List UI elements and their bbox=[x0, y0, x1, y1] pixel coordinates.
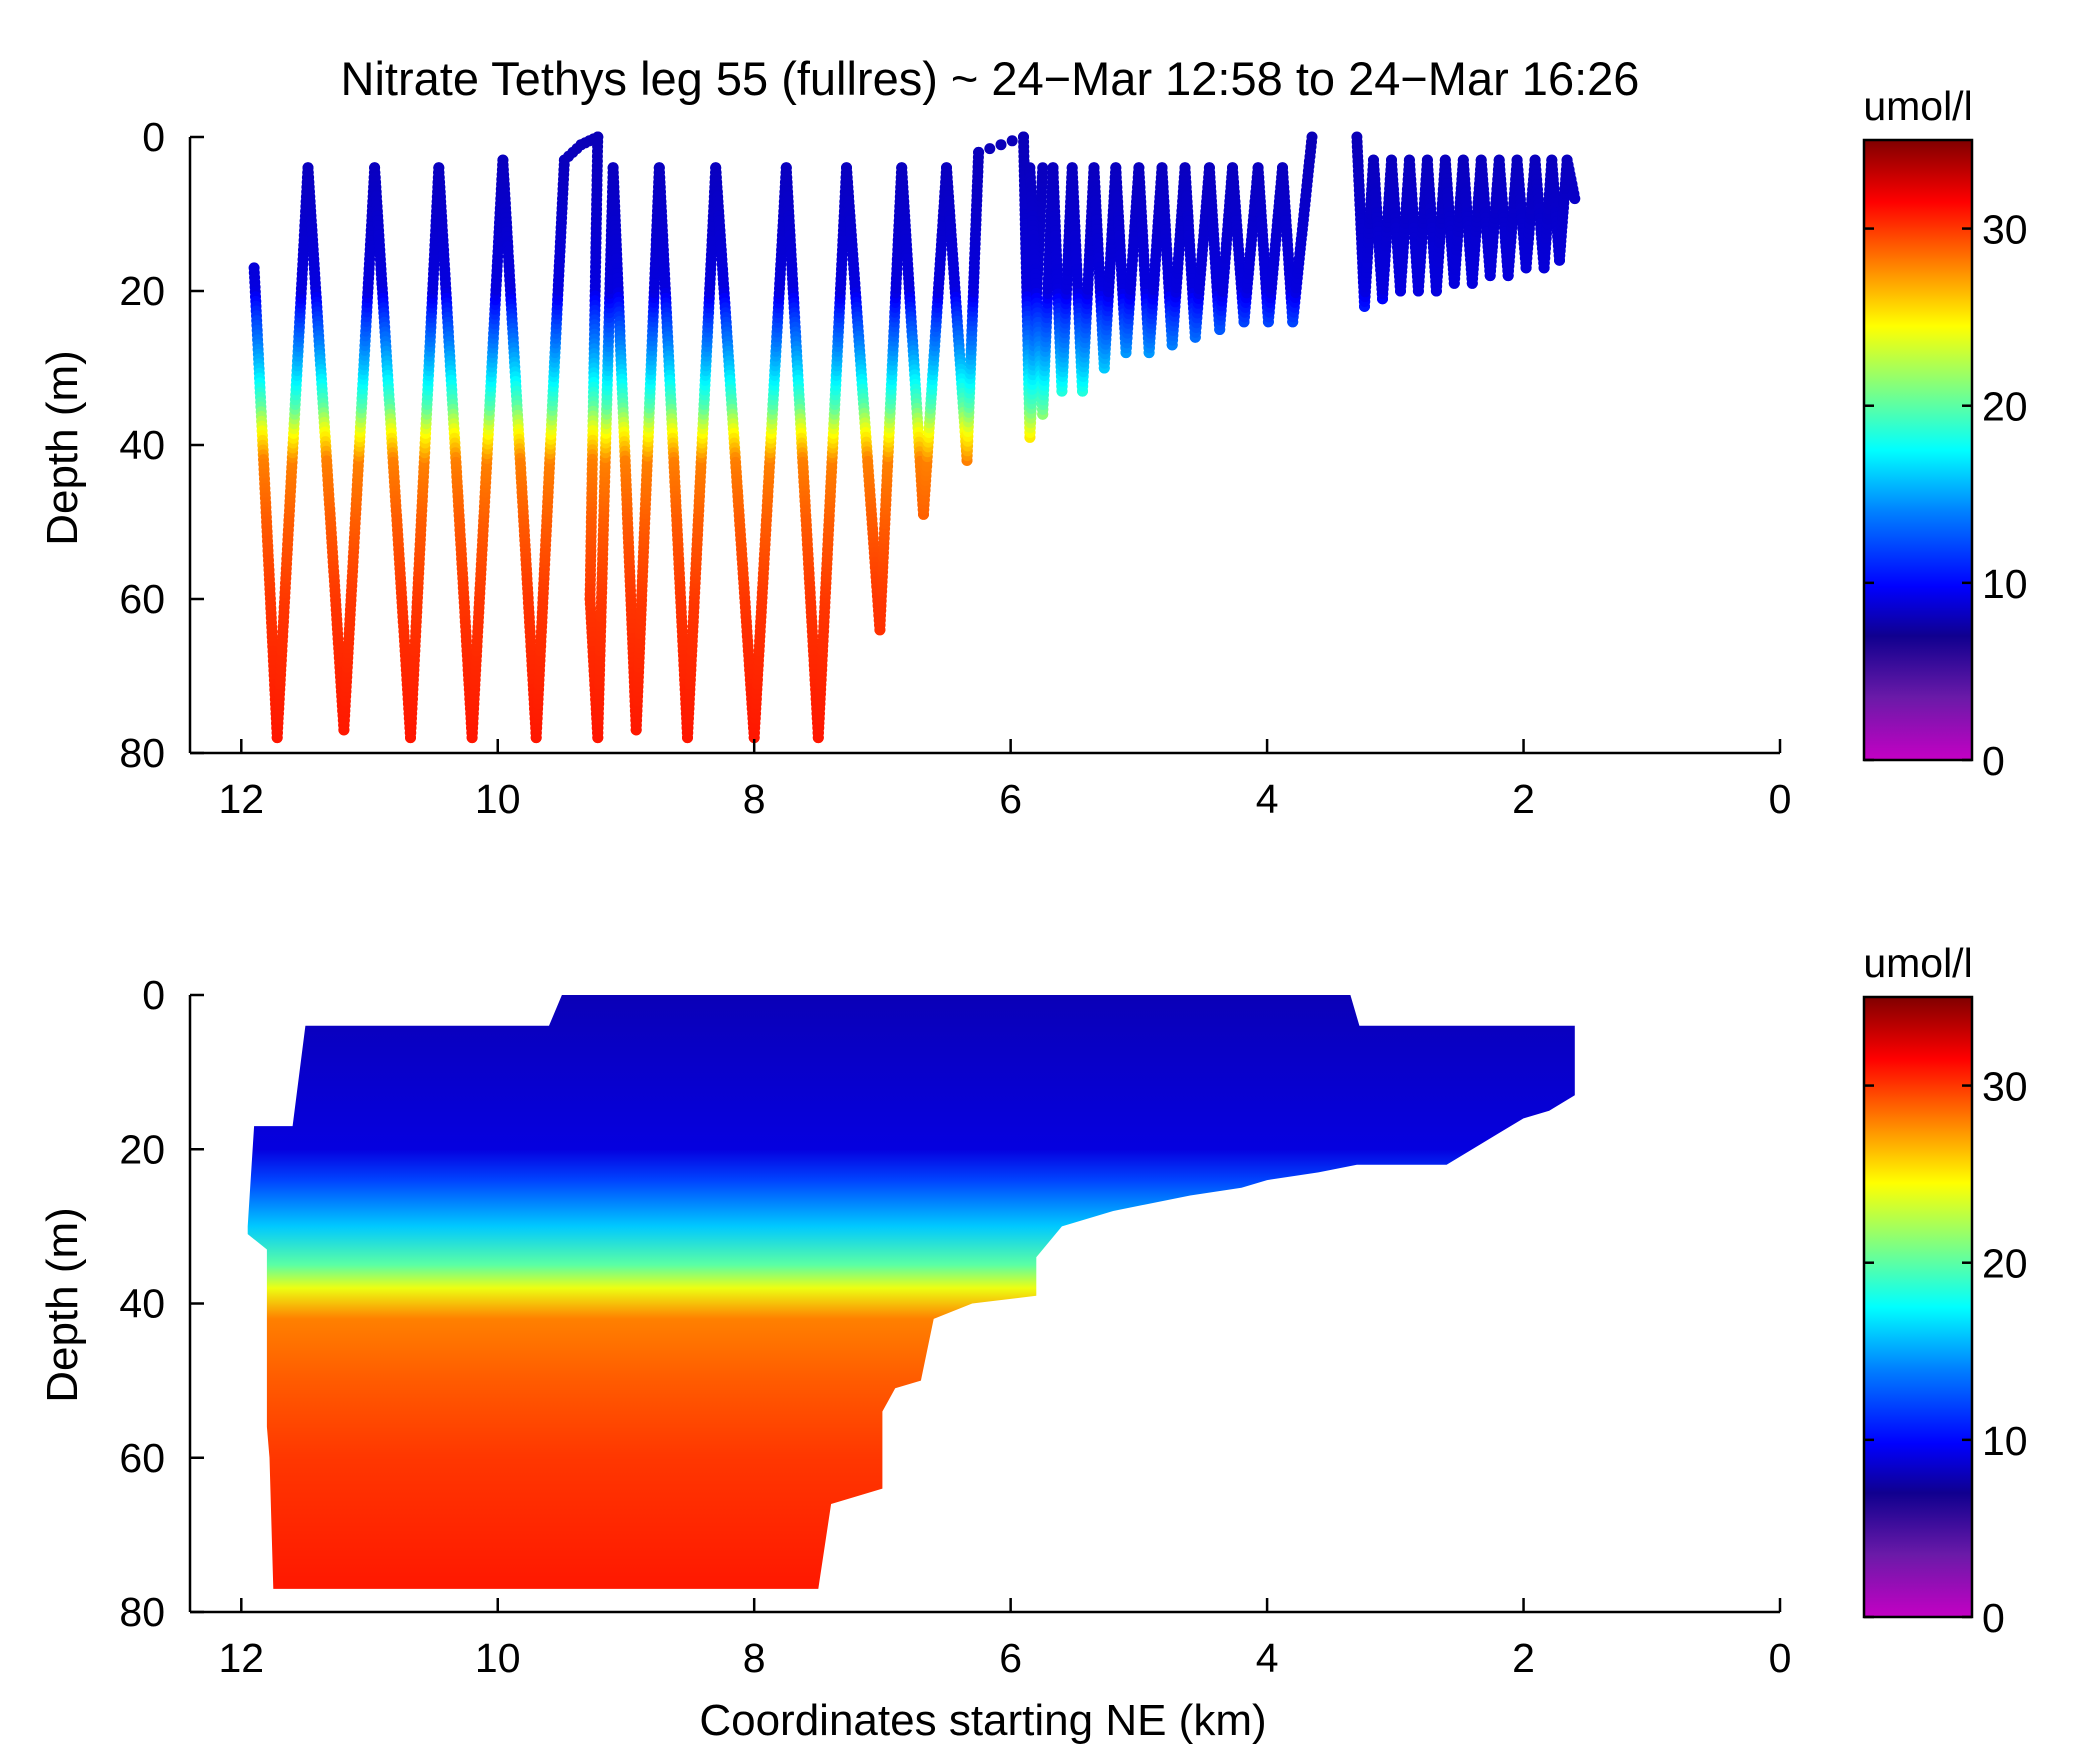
top-colorbar-tick-label: 30 bbox=[1982, 207, 2028, 253]
top-y-tick-label: 60 bbox=[119, 576, 165, 622]
top-y-tick-label: 80 bbox=[119, 730, 165, 776]
top-x-tick-label: 2 bbox=[1512, 776, 1535, 822]
top-x-tick-label: 4 bbox=[1256, 776, 1279, 822]
bottom-colorbar: 0 10 20 30 umol/l bbox=[1862, 940, 2028, 1641]
top-x-tick-label: 12 bbox=[218, 776, 264, 822]
top-x-tick-label: 6 bbox=[999, 776, 1022, 822]
top-panel: Nitrate Tethys leg 55 (fullres) ~ 24−Mar… bbox=[38, 52, 2028, 822]
top-colorbar-label: umol/l bbox=[1863, 83, 1972, 129]
bottom-x-tick-label: 10 bbox=[475, 1635, 521, 1681]
bottom-y-tick-label: 60 bbox=[119, 1435, 165, 1481]
bottom-x-tick-label: 8 bbox=[743, 1635, 766, 1681]
data-point bbox=[1306, 131, 1318, 143]
bottom-x-tick-label: 6 bbox=[999, 1635, 1022, 1681]
bottom-y-tick-label: 20 bbox=[119, 1126, 165, 1172]
bottom-colorbar-tick-label: 0 bbox=[1982, 1595, 2005, 1641]
data-point bbox=[995, 139, 1007, 151]
top-colorbar-tick-label: 0 bbox=[1982, 738, 2005, 784]
bottom-y-tick-label: 80 bbox=[119, 1589, 165, 1635]
top-y-tick-label: 40 bbox=[119, 422, 165, 468]
data-point bbox=[1006, 135, 1018, 147]
chart-title: Nitrate Tethys leg 55 (fullres) ~ 24−Mar… bbox=[341, 52, 1640, 105]
heatmap-field bbox=[247, 995, 1575, 1589]
top-x-tick-label: 8 bbox=[743, 776, 766, 822]
bottom-y-tick-label: 40 bbox=[119, 1281, 165, 1327]
data-point bbox=[1569, 193, 1581, 205]
bottom-heatmap bbox=[247, 995, 1575, 1589]
bottom-colorbar-label: umol/l bbox=[1863, 940, 1972, 986]
top-colorbar-tick-label: 20 bbox=[1982, 384, 2028, 430]
top-y-tick-label: 20 bbox=[119, 268, 165, 314]
data-point bbox=[973, 146, 985, 158]
top-y-axis-label: Depth (m) bbox=[38, 350, 87, 546]
top-colorbar-gradient bbox=[1862, 138, 1974, 762]
data-point bbox=[1037, 162, 1049, 174]
bottom-x-tick-label: 0 bbox=[1769, 1635, 1792, 1681]
x-axis-label: Coordinates starting NE (km) bbox=[699, 1696, 1266, 1745]
bottom-x-tick-label: 2 bbox=[1512, 1635, 1535, 1681]
top-colorbar: 0 10 20 30 umol/l bbox=[1862, 83, 2028, 784]
bottom-colorbar-tick-label: 20 bbox=[1982, 1241, 2028, 1287]
bottom-y-tick-label: 0 bbox=[142, 972, 165, 1018]
top-y-tick-label: 0 bbox=[142, 114, 165, 160]
data-point bbox=[984, 143, 996, 155]
bottom-colorbar-tick-label: 10 bbox=[1982, 1418, 2028, 1464]
top-x-tick-label: 0 bbox=[1769, 776, 1792, 822]
bottom-colorbar-tick-label: 30 bbox=[1982, 1064, 2028, 1110]
bottom-x-tick-label: 12 bbox=[218, 1635, 264, 1681]
top-colorbar-tick-label: 10 bbox=[1982, 561, 2028, 607]
top-x-tick-label: 10 bbox=[475, 776, 521, 822]
bottom-x-tick-label: 4 bbox=[1256, 1635, 1279, 1681]
bottom-y-axis-label: Depth (m) bbox=[38, 1207, 87, 1403]
bottom-colorbar-gradient bbox=[1862, 995, 1974, 1619]
top-data-points bbox=[248, 131, 1581, 744]
